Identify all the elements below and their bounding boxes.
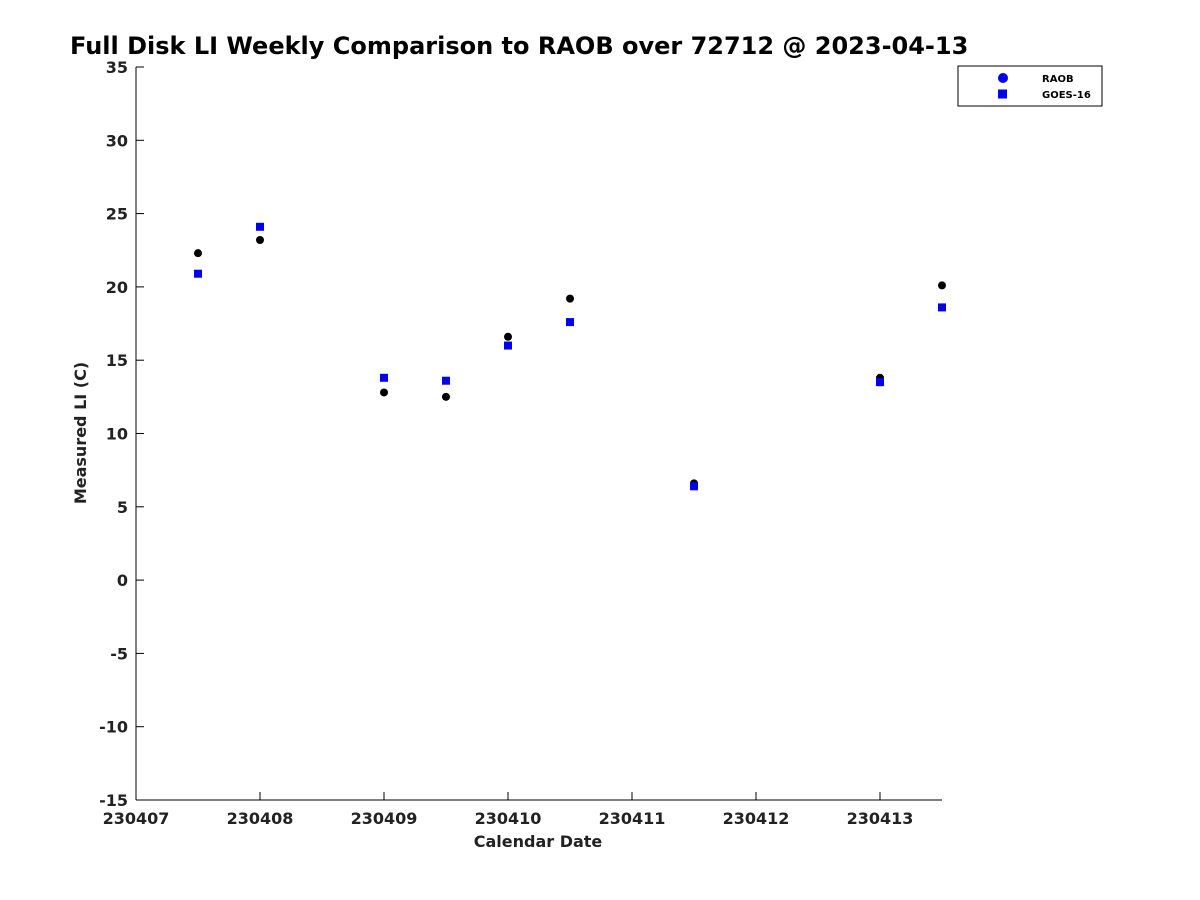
raob-point (442, 392, 450, 401)
y-tick-label: -5 (110, 644, 128, 663)
x-tick-label: 230407 (103, 809, 170, 828)
series-raob (194, 235, 946, 488)
goes-16-point (442, 376, 450, 385)
goes-16-point (566, 318, 574, 327)
y-tick-label: 15 (106, 351, 128, 370)
raob-point (256, 235, 264, 244)
goes-16-point (690, 482, 698, 491)
goes-16-point (938, 303, 946, 312)
y-tick-label: 25 (106, 205, 128, 224)
x-tick-label: 230408 (227, 809, 294, 828)
legend-square-marker (998, 89, 1007, 99)
data-points (194, 222, 946, 491)
goes-16-point (876, 378, 884, 387)
legend-entry-label: RAOB (1042, 74, 1074, 85)
goes-16-point (380, 373, 388, 382)
y-tick-label: -15 (99, 791, 128, 810)
legend-box (957, 65, 1103, 107)
raob-point (380, 388, 388, 397)
y-axis-label: Measured LI (C) (71, 362, 90, 504)
x-tick-label: 230413 (847, 809, 914, 828)
raob-point (504, 332, 512, 341)
legend-circle-marker (998, 73, 1008, 83)
y-tick-label: 5 (117, 498, 128, 517)
chart-title: Full Disk LI Weekly Comparison to RAOB o… (70, 32, 968, 60)
axes: -15 -10 -5 0 5 10 15 20 25 30 35 230407 230408 230409… (99, 58, 942, 828)
x-axis-label: Calendar Date (474, 832, 603, 851)
x-tick-label: 230410 (475, 809, 542, 828)
y-tick-label: 10 (106, 425, 128, 444)
goes-16-point (194, 269, 202, 278)
series-goes-16 (194, 222, 946, 491)
y-tick-label: 20 (106, 278, 128, 297)
raob-point (566, 294, 574, 303)
goes-16-point (256, 222, 264, 231)
y-tick-label: 35 (106, 58, 128, 77)
legend: RAOB GOES-16 (957, 65, 1103, 107)
y-tick-label: 30 (106, 131, 128, 150)
raob-point (938, 281, 946, 290)
x-tick-label: 230412 (723, 809, 790, 828)
y-tick-label: -10 (99, 718, 128, 737)
legend-entry-label: GOES-16 (1042, 90, 1091, 101)
x-tick-label: 230409 (351, 809, 418, 828)
raob-point (194, 249, 202, 258)
y-tick-label: 0 (117, 571, 128, 590)
goes-16-point (504, 341, 512, 350)
x-tick-label: 230411 (599, 809, 666, 828)
